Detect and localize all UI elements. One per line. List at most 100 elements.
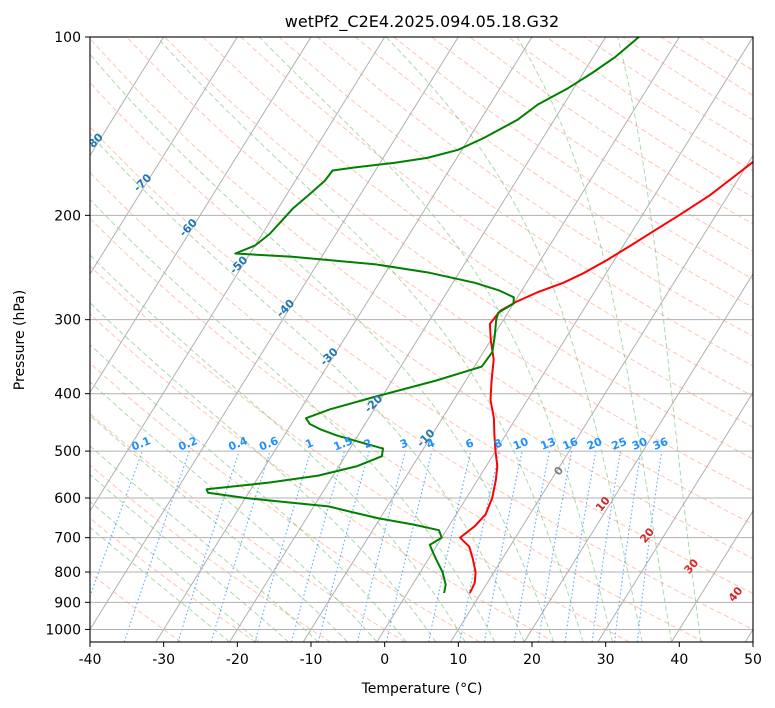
mixing-ratio-line: [210, 450, 271, 642]
y-tick-label: 300: [54, 313, 81, 329]
isotherm: [90, 37, 165, 157]
dry-adiabat: [584, 37, 753, 146]
moist-adiabat: [90, 302, 437, 642]
mixing-ratio-line: [591, 451, 622, 642]
mixing-ratio-line: [123, 450, 190, 642]
mixing-ratio-label: 20: [585, 435, 604, 453]
moist-adiabat: [90, 381, 378, 642]
mixing-ratio-label: 3: [398, 436, 410, 451]
dry-adiabat: [126, 37, 753, 492]
plot-frame: [89, 36, 754, 643]
isotherm: [90, 37, 238, 275]
isotherm: [376, 37, 753, 642]
dewpoint-line: [205, 37, 640, 594]
moist-adiabat: [90, 254, 466, 642]
y-tick-label: 600: [54, 491, 81, 507]
moist-adiabat: [385, 37, 643, 642]
moist-adiabat: [90, 500, 260, 642]
y-tick-label: 500: [54, 444, 81, 460]
isotherm: [90, 37, 386, 512]
isotherm-label: -100: [0, 47, 12, 76]
dry-adiabat: [90, 38, 753, 526]
mixing-ratio-label: 36: [651, 435, 670, 453]
isotherm-label: -70: [131, 171, 154, 194]
dry-adiabat: [90, 362, 481, 642]
y-tick-label: 800: [54, 565, 81, 581]
moist-adiabat: [258, 37, 614, 642]
mixing-ratio-line: [513, 450, 551, 642]
y-tick-label: 1000: [45, 622, 81, 638]
theta-e-label: 20: [637, 525, 657, 545]
isotherm: [523, 273, 753, 642]
dry-adiabat: [90, 218, 705, 642]
dry-adiabat: [660, 37, 753, 96]
dry-adiabat: [622, 37, 753, 121]
x-axis-ticks: -40 -30 -20 -10 0 10 20 30 40 50: [79, 642, 762, 668]
theta-e-label: 30: [682, 556, 702, 576]
x-tick-label: 30: [597, 652, 615, 668]
isotherm: [597, 391, 753, 642]
theta-e-label: 40: [726, 584, 746, 604]
sounding-series: [205, 37, 753, 594]
mixing-ratio-line: [290, 450, 345, 642]
moist-adiabat: [90, 53, 555, 642]
mixing-ratio-label: 10: [511, 435, 530, 453]
moist-adiabat: [90, 133, 525, 642]
dry-adiabat: [507, 37, 753, 198]
x-tick-label: 20: [523, 652, 541, 668]
mixing-ratio-label: 16: [561, 435, 580, 453]
mixing-ratio-line: [90, 450, 143, 599]
dry-adiabat: [164, 37, 753, 460]
dry-adiabat: [355, 37, 753, 309]
inline-line-labels: 0.1 0.2 0.4 0.6 1 1.5 2 3 4 6 8 10 13 16 20 25 30 36-100-…: [0, 47, 746, 604]
x-tick-label: -30: [152, 652, 175, 668]
dry-adiabat: [90, 265, 630, 642]
moist-adiabat: [90, 198, 496, 642]
x-tick-label: -10: [300, 652, 323, 668]
mixing-ratio-line: [459, 450, 500, 642]
dry-adiabat: [393, 37, 753, 280]
x-axis-label: Temperature (°C): [361, 681, 483, 697]
mixing-ratio-label: 8: [492, 436, 504, 451]
y-tick-label: 100: [54, 30, 81, 46]
moist-adiabat: [516, 37, 672, 642]
dry-adiabat: [698, 37, 753, 71]
mixing-ratio-label: 30: [630, 435, 649, 453]
mixing-ratio-line: [636, 451, 663, 642]
y-tick-label: 900: [54, 595, 81, 611]
mixing-ratio-label: 6: [464, 436, 476, 451]
moist-adiabat: [90, 526, 230, 642]
y-axis-ticks: 100 200 300 400 500 600 700 800 900 1000: [45, 30, 90, 638]
isotherm: [90, 37, 459, 631]
mixing-ratio-label: 13: [539, 435, 558, 453]
mixing-ratio-line: [564, 451, 597, 642]
dry-adiabat: [90, 313, 555, 642]
chart-title: wetPf2_C2E4.2025.094.05.18.G32: [285, 12, 559, 32]
mixing-ratio-label: 25: [610, 435, 629, 453]
isotherm: [671, 510, 753, 642]
mixing-ratio-line: [177, 450, 240, 642]
moist-adiabat: [156, 37, 584, 642]
x-tick-label: -20: [226, 652, 249, 668]
mixing-ratio-label: 1: [303, 436, 315, 451]
x-tick-label: 50: [744, 652, 762, 668]
x-tick-label: 10: [449, 652, 467, 668]
isotherm: [155, 37, 533, 642]
isotherm-label: -90: [33, 92, 56, 115]
moist-adiabat: [617, 37, 702, 642]
dry-adiabat: [240, 37, 753, 397]
y-axis-label: Pressure (hPa): [12, 290, 28, 390]
moist-adiabat: [90, 343, 407, 642]
dry-adiabat: [90, 126, 753, 595]
isotherm: [90, 37, 312, 394]
background-lines: [90, 37, 753, 642]
isotherm: [229, 37, 607, 642]
temperature-line: [459, 160, 753, 594]
mixing-ratio-label: 2: [362, 436, 374, 451]
isotherm: [450, 154, 753, 642]
dry-adiabat: [90, 464, 331, 642]
mixing-ratio-line: [356, 450, 406, 642]
dry-adiabat: [90, 517, 256, 642]
isotherm-label: -40: [274, 297, 297, 320]
